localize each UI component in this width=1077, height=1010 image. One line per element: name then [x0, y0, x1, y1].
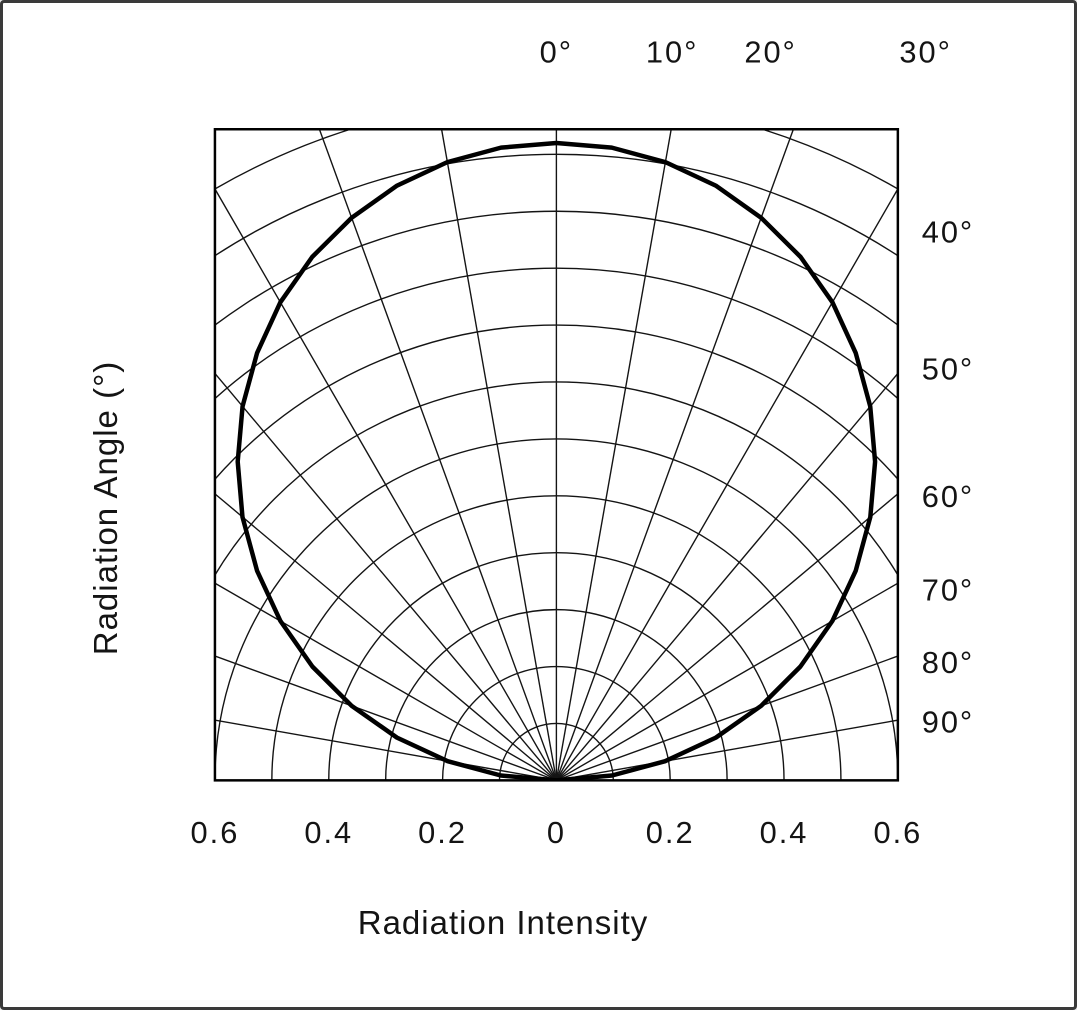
- polar-ray: [214, 655, 557, 781]
- polar-ray: [555, 129, 672, 781]
- x-axis-title: Radiation Intensity: [357, 904, 649, 941]
- angle-label-right: 50°: [922, 352, 975, 387]
- polar-ray: [318, 129, 558, 781]
- intensity-tick-label: 0: [547, 815, 566, 850]
- intensity-tick-label: 0.2: [418, 815, 467, 850]
- radiation-curve: [235, 140, 878, 781]
- angle-label-top: 0°: [540, 35, 573, 70]
- polar-ray: [214, 492, 557, 781]
- intensity-tick-label: 0.6: [873, 815, 922, 850]
- polar-ray: [555, 492, 898, 781]
- polar-ray: [556, 655, 898, 781]
- polar-ray: [214, 187, 557, 781]
- polar-ray: [555, 187, 898, 781]
- polar-arc: [214, 129, 898, 190]
- intensity-tick-label: 0.4: [304, 815, 353, 850]
- plot-border: [213, 128, 900, 782]
- intensity-tick-label: 0.6: [191, 815, 240, 850]
- polar-ray: [555, 129, 795, 781]
- polar-ray: [214, 372, 557, 781]
- polar-ray: [555, 372, 898, 781]
- polar-grid: [214, 129, 898, 781]
- y-axis-title: Radiation Angle (°): [87, 360, 124, 656]
- angle-label-top: 30°: [899, 35, 952, 70]
- polar-chart: 0° 10° 20° 30° 40° 50° 60° 70° 80° 90° 0.6 0.4 0.2 0 0…: [191, 35, 975, 850]
- intensity-tick-label: 0.4: [760, 815, 809, 850]
- polar-ray: [214, 582, 557, 781]
- angle-label-right: 90°: [922, 705, 975, 740]
- angle-label-right: 40°: [922, 215, 975, 250]
- angle-label-right: 60°: [922, 479, 975, 514]
- angle-label-top: 20°: [744, 35, 797, 70]
- angle-label-right: 70°: [922, 572, 975, 607]
- polar-arc: [214, 153, 898, 257]
- intensity-tick-label: 0.2: [646, 815, 695, 850]
- polar-ray: [214, 719, 557, 781]
- polar-ray: [556, 719, 898, 781]
- polar-ray: [440, 129, 558, 781]
- polar-arc: [214, 210, 898, 327]
- angle-label-top: 10°: [646, 35, 699, 70]
- polar-ray: [556, 582, 898, 781]
- angle-label-right: 80°: [922, 645, 975, 680]
